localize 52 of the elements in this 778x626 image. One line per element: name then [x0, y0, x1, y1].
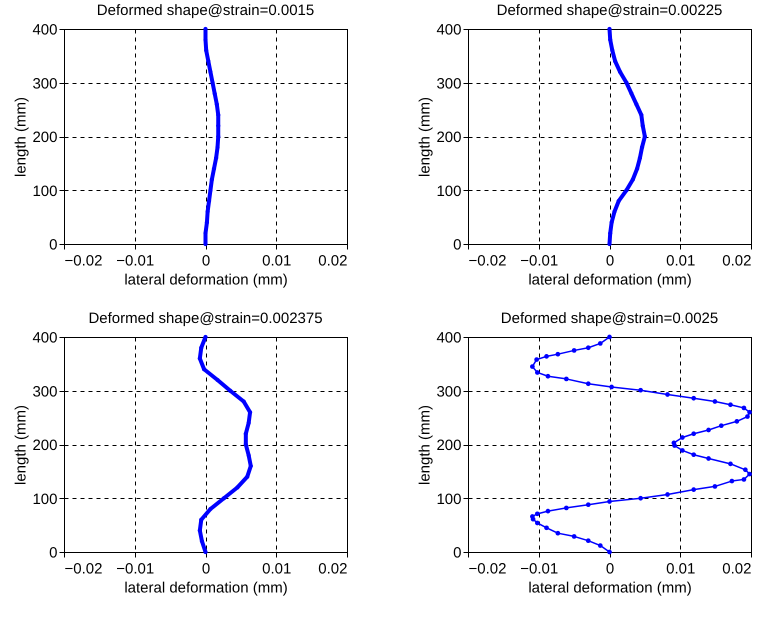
y-tick-label: 400 — [32, 330, 58, 346]
y-axis-title: length (mm) — [12, 96, 30, 178]
x-tick-label: −0.01 — [116, 252, 154, 270]
x-tick-label: 0.02 — [318, 252, 348, 270]
x-axis-title: lateral deformation (mm) — [124, 580, 288, 596]
y-tick-label: 0 — [453, 544, 462, 562]
x-tick-label: −0.02 — [468, 252, 506, 270]
x-tick-label: −0.02 — [64, 252, 102, 270]
x-tick-label: −0.02 — [468, 560, 506, 578]
y-tick-label: 100 — [436, 490, 462, 508]
y-tick-label: 200 — [436, 437, 462, 454]
y-axis-title: length (mm) — [416, 96, 434, 178]
y-tick-label: 0 — [453, 236, 462, 254]
x-tick-label: −0.01 — [520, 252, 558, 270]
y-tick-label: 200 — [32, 437, 58, 454]
x-tick-label: 0 — [202, 560, 210, 578]
y-tick-label: 300 — [436, 383, 462, 400]
chart-title: Deformed shape@strain=0.002375 — [88, 310, 323, 327]
y-tick-label: 400 — [32, 22, 58, 38]
x-tick-label: 0.01 — [262, 560, 292, 578]
y-tick-label: 100 — [32, 182, 58, 200]
y-tick-label: 100 — [436, 182, 462, 200]
y-tick-label: 0 — [49, 236, 58, 254]
x-tick-label: 0.02 — [722, 252, 752, 270]
y-tick-label: 300 — [32, 383, 58, 400]
x-tick-label: 0.01 — [666, 252, 696, 270]
y-tick-label: 0 — [49, 544, 58, 562]
x-tick-label: 0 — [606, 560, 614, 578]
y-tick-label: 200 — [436, 129, 462, 146]
x-tick-label: 0.02 — [318, 560, 348, 578]
x-tick-label: −0.01 — [116, 560, 154, 578]
y-tick-label: 300 — [436, 75, 462, 92]
chart-title: Deformed shape@strain=0.0025 — [500, 310, 718, 327]
x-axis-title: lateral deformation (mm) — [124, 272, 288, 288]
x-axis-title: lateral deformation (mm) — [528, 580, 692, 596]
x-tick-label: −0.01 — [520, 560, 558, 578]
y-tick-label: 400 — [436, 330, 462, 346]
x-tick-label: 0 — [202, 252, 210, 270]
x-tick-label: −0.02 — [64, 560, 102, 578]
chart-title: Deformed shape@strain=0.00225 — [496, 2, 722, 19]
y-tick-label: 200 — [32, 129, 58, 146]
chart-title: Deformed shape@strain=0.0015 — [96, 2, 314, 19]
y-axis-title: length (mm) — [416, 404, 434, 486]
y-axis-title: length (mm) — [12, 404, 30, 486]
y-tick-label: 300 — [32, 75, 58, 92]
x-tick-label: 0.02 — [722, 560, 752, 578]
x-tick-label: 0.01 — [262, 252, 292, 270]
x-tick-label: 0.01 — [666, 560, 696, 578]
y-tick-label: 100 — [32, 490, 58, 508]
y-tick-label: 400 — [436, 22, 462, 38]
x-tick-label: 0 — [606, 252, 614, 270]
x-axis-title: lateral deformation (mm) — [528, 272, 692, 288]
